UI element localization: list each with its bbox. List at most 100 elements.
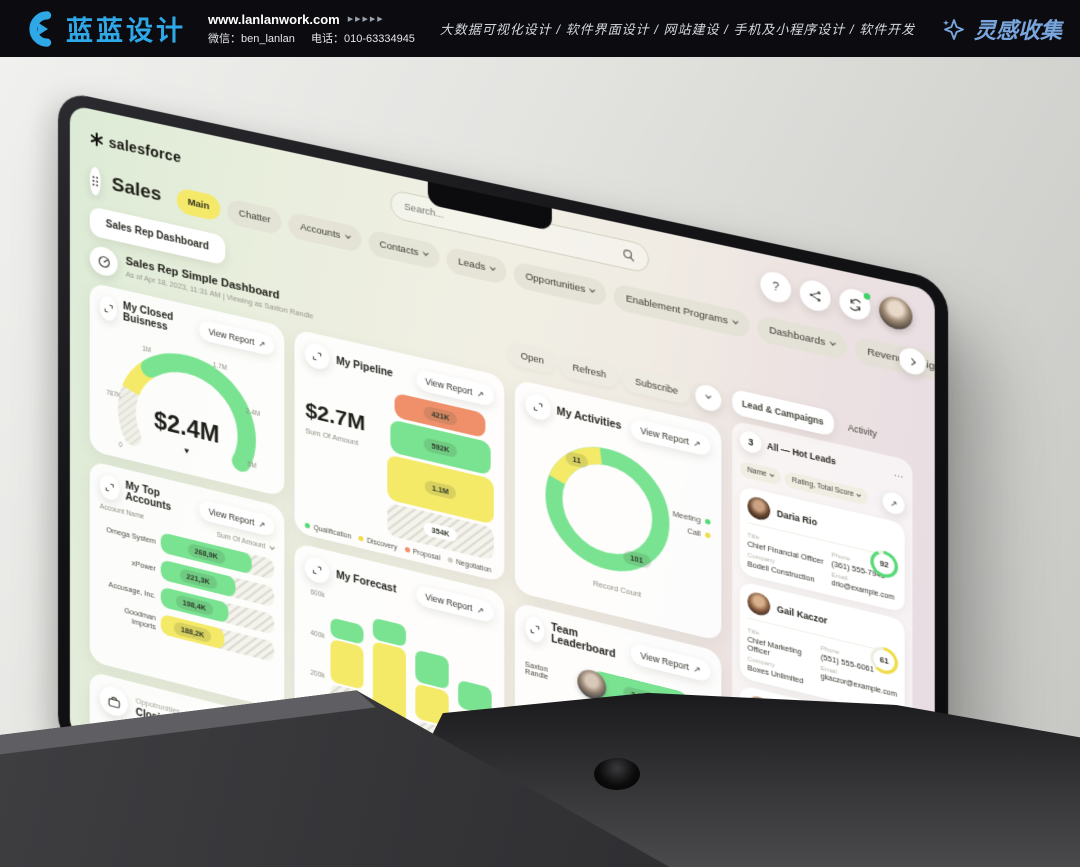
sparkle-icon <box>942 18 964 40</box>
arrows-decoration: ▶▶▶▶▶ <box>347 16 385 23</box>
gauge-tick: 787K <box>106 389 121 400</box>
refresh-button[interactable]: Refresh <box>560 353 618 389</box>
gauge-tick: 0 <box>119 441 123 449</box>
gauge-clock-icon <box>97 254 109 267</box>
nav-tab-chatter[interactable]: Chatter <box>227 197 282 236</box>
gauge-pointer-icon: ▼ <box>183 445 191 456</box>
expand-icon[interactable] <box>305 555 330 586</box>
sort-by-name[interactable]: Name <box>739 460 782 486</box>
bar-value: 268,9K <box>187 542 226 565</box>
widget-title: My Pipeline <box>336 355 393 380</box>
funnel-value: 354K <box>424 520 457 543</box>
chart-legend: Meeting Call <box>673 507 711 543</box>
chevron-down-icon <box>856 492 862 497</box>
widget-my-top-accounts: My Top Accounts View Report ↗ Account Nam… <box>89 460 285 711</box>
banner-services: 大数据可视化设计 / 软件界面设计 / 网站建设 / 手机及小程序设计 / 软件… <box>439 22 916 37</box>
more-menu-icon[interactable]: ⋯ <box>893 468 905 483</box>
avatar <box>747 590 771 618</box>
nav-tab-main[interactable]: Main <box>176 186 221 222</box>
nav-tab-leads[interactable]: Leads <box>446 245 507 285</box>
banner-contact: www.lanlanwork.com ▶▶▶▶▶ 微信：ben_lanlan 电… <box>208 12 415 46</box>
nav-tab-contacts[interactable]: Contacts <box>368 228 440 270</box>
more-actions-button[interactable] <box>695 382 722 414</box>
chevron-down-icon <box>705 392 712 399</box>
grid-dots-icon <box>92 175 98 186</box>
laptop: salesforce ? <box>58 90 949 867</box>
share-button[interactable] <box>799 277 831 314</box>
salesforce-star-icon <box>90 132 103 146</box>
open-list-button[interactable]: ↗ <box>882 490 905 517</box>
chevron-down-icon <box>269 544 276 551</box>
gauge-tick: 2.4M <box>246 408 260 418</box>
chevron-down-icon <box>732 318 739 325</box>
chevron-down-icon <box>769 472 775 477</box>
expand-icon[interactable] <box>305 341 330 372</box>
arrow-up-right-icon: ↗ <box>258 518 266 531</box>
lead-name: Gail Kaczor <box>776 603 828 626</box>
banner-wechat: 微信：ben_lanlan <box>208 32 295 45</box>
arrow-up-right-icon: ↗ <box>476 387 484 400</box>
briefcase-icon <box>99 683 128 719</box>
lead-count-badge: 3 <box>739 429 762 456</box>
banner-url[interactable]: www.lanlanwork.com <box>208 11 340 27</box>
user-avatar[interactable] <box>879 293 913 333</box>
tab-activity[interactable]: Activity <box>838 412 887 448</box>
banner-phone: 电话：010-63334945 <box>310 32 415 45</box>
chevron-down-icon <box>829 339 837 346</box>
chevron-down-icon <box>422 250 429 256</box>
widget-title: My Forecast <box>336 569 397 596</box>
avatar <box>747 494 771 523</box>
chevron-down-icon <box>589 286 596 293</box>
expand-icon[interactable] <box>524 614 545 645</box>
dashboard-icon <box>89 244 118 279</box>
lanlan-brand: 蓝蓝设计 <box>18 9 186 49</box>
expand-icon[interactable] <box>99 294 117 323</box>
expand-icon[interactable] <box>524 391 551 423</box>
funnel-value: 592K <box>424 436 457 458</box>
bar-value: 221,3K <box>179 567 217 590</box>
funnel-value: 1.1M <box>424 479 457 500</box>
arrow-up-right-icon: ↗ <box>258 337 266 350</box>
sync-button[interactable] <box>839 286 871 323</box>
app-launcher-button[interactable] <box>89 165 101 197</box>
salesforce-wordmark: salesforce <box>108 133 182 166</box>
collect-label: 灵感收集 <box>973 17 1062 43</box>
gauge-chart: 0 787K 1M 1.7M 2.4M 5M <box>100 321 275 489</box>
chevron-right-icon <box>907 357 916 365</box>
inspiration-collect[interactable]: 灵感收集 <box>940 13 1062 45</box>
search-icon <box>622 248 635 263</box>
bar-value: 188,2K <box>173 620 212 643</box>
leads-heading: All — Hot Leads <box>767 441 836 467</box>
widget-my-closed-business: My Closed Buisness View Report ↗ <box>89 282 285 498</box>
lanlan-logo-icon <box>29 10 52 47</box>
gauge-value: $2.4M <box>154 406 220 448</box>
view-report-button[interactable]: View Report ↗ <box>630 642 711 683</box>
laptop-screen: salesforce ? <box>69 104 935 867</box>
help-button[interactable]: ? <box>760 269 792 306</box>
gauge-tick: 1M <box>142 345 151 354</box>
nav-tab-opportunities[interactable]: Opportunities <box>513 260 607 307</box>
nav-tab-accounts[interactable]: Accounts <box>288 211 361 253</box>
arrow-up-right-icon: ↗ <box>476 603 484 617</box>
share-icon <box>809 288 821 302</box>
widget-my-activities: My Activities View Report ↗ <box>514 378 722 642</box>
open-button[interactable]: Open <box>508 341 556 375</box>
gauge-tick: 1.7M <box>213 362 227 372</box>
brand-name: 蓝蓝设计 <box>66 16 186 46</box>
funnel-value: 421K <box>424 405 457 426</box>
bar-value: 198,4K <box>175 593 214 617</box>
salesforce-dashboard: salesforce ? <box>70 105 935 867</box>
top-banner: 蓝蓝设计 www.lanlanwork.com ▶▶▶▶▶ 微信：ben_lan… <box>0 0 1080 57</box>
app-navigation: Sales Main Chatter Accounts Contacts Lea… <box>89 165 935 386</box>
arrow-up-right-icon: ↗ <box>693 662 701 676</box>
salesforce-logo: salesforce <box>90 130 181 166</box>
chevron-down-icon <box>489 264 496 271</box>
subscribe-button[interactable]: Subscribe <box>623 367 690 406</box>
sync-icon <box>848 296 862 313</box>
expand-icon[interactable] <box>99 473 120 502</box>
arrow-up-right-icon: ↗ <box>693 437 701 450</box>
laptop-bezel: salesforce ? <box>58 90 949 867</box>
nav-tab-dashboards[interactable]: Dashboards <box>757 314 848 361</box>
chevron-down-icon <box>344 232 351 239</box>
